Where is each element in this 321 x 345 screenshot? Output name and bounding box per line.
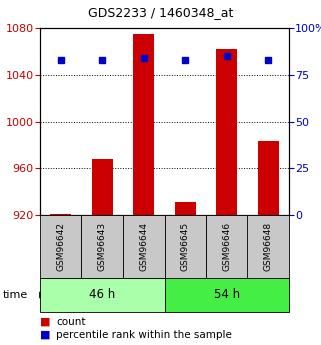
Text: GSM96644: GSM96644 xyxy=(139,222,148,271)
Text: 54 h: 54 h xyxy=(214,288,240,302)
Text: time: time xyxy=(3,290,29,300)
Text: ■: ■ xyxy=(40,330,50,340)
Text: GSM96646: GSM96646 xyxy=(222,222,231,271)
Text: percentile rank within the sample: percentile rank within the sample xyxy=(56,330,232,340)
Text: 46 h: 46 h xyxy=(89,288,115,302)
Text: GSM96642: GSM96642 xyxy=(56,222,65,271)
Text: GDS2233 / 1460348_at: GDS2233 / 1460348_at xyxy=(88,6,233,19)
Text: GSM96645: GSM96645 xyxy=(181,222,190,271)
Bar xyxy=(50,214,71,215)
Bar xyxy=(133,34,154,215)
Text: GSM96648: GSM96648 xyxy=(264,222,273,271)
Bar xyxy=(216,49,237,215)
Text: count: count xyxy=(56,317,86,327)
Text: GSM96643: GSM96643 xyxy=(98,222,107,271)
Bar xyxy=(92,159,113,215)
Bar xyxy=(258,141,279,215)
Text: ■: ■ xyxy=(40,317,50,327)
Bar xyxy=(175,202,195,215)
